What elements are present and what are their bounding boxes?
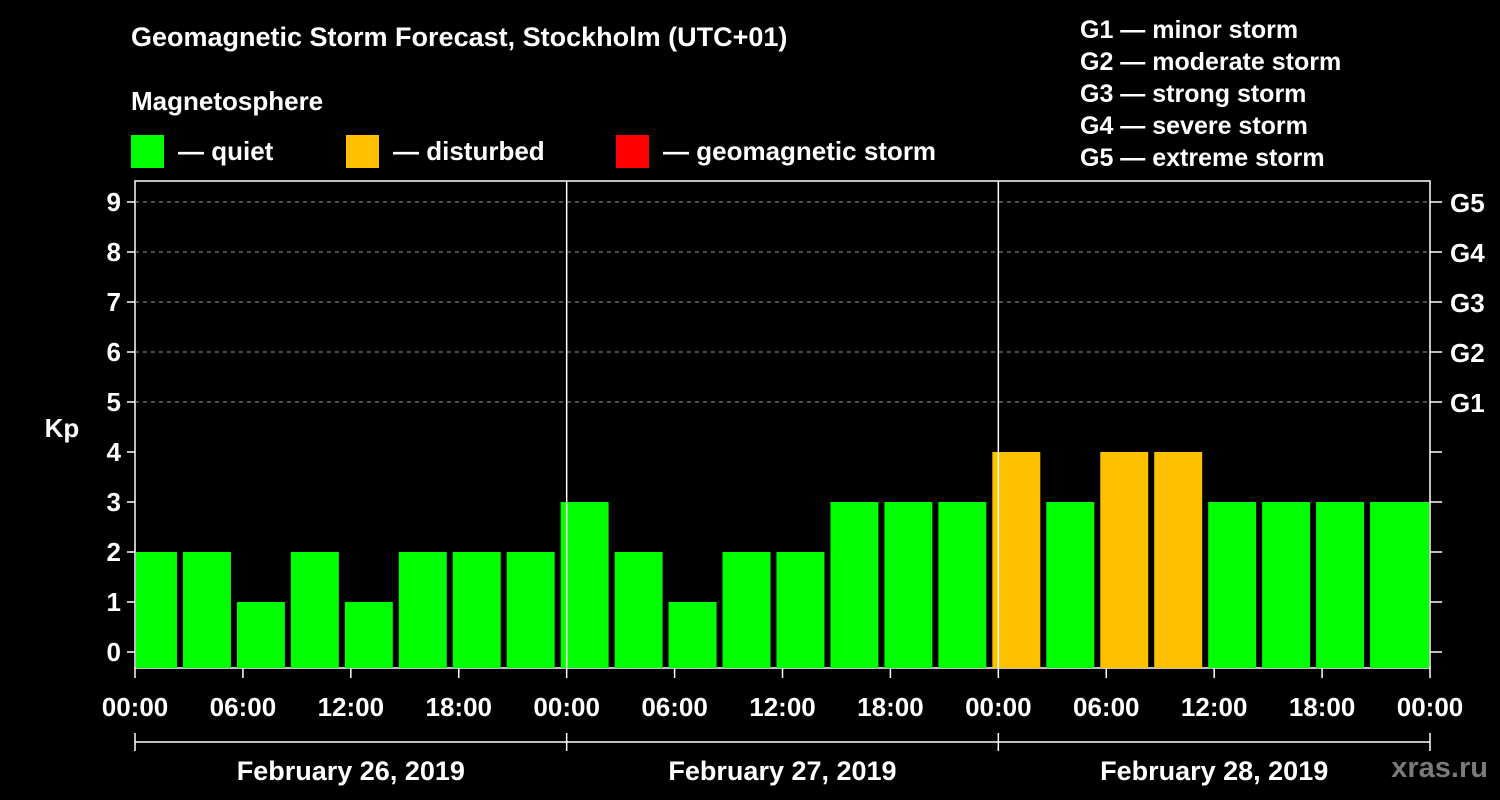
storm-swatch [616,134,649,168]
storm-scale-list: G1 — minor storm G2 — moderate storm G3 … [1080,14,1341,174]
day-label: February 28, 2019 [1100,756,1328,786]
kp-bar [1154,452,1203,668]
kp-bar [992,452,1041,668]
x-tick-label: 00:00 [965,692,1032,722]
x-tick-label: 18:00 [857,692,924,722]
kp-bar [1316,502,1365,668]
legend-quiet: — quiet [131,134,273,168]
y-axis-label: Kp [45,413,80,443]
storm-scale-g5: G5 — extreme storm [1080,144,1325,172]
legend-storm: — geomagnetic storm [616,134,936,168]
kp-bar [614,552,663,668]
x-tick-label: 12:00 [749,692,816,722]
storm-scale-g4: G4 — severe storm [1080,112,1308,140]
x-tick-label: 06:00 [1073,692,1140,722]
magnetosphere-heading: Magnetosphere [131,86,324,116]
day-label: February 26, 2019 [237,756,465,786]
kp-bar [560,502,609,668]
kp-bar [136,552,177,668]
kp-bar [398,552,447,668]
disturbed-swatch [346,134,379,168]
kp-bar [668,602,717,668]
kp-bar [884,502,933,668]
x-tick-label: 00:00 [533,692,600,722]
x-tick-label: 06:00 [641,692,708,722]
kp-bar [506,552,555,668]
x-tick-label: 12:00 [1181,692,1248,722]
legend-quiet-label: — quiet [178,135,274,166]
kp-bar [722,552,771,668]
kp-bar [1046,502,1095,668]
kp-bar [776,552,825,668]
y-tick-label: 7 [107,287,121,317]
kp-bar [290,552,339,668]
kp-bar [344,602,393,668]
y-tick-label: 4 [107,437,122,467]
watermark: xras.ru [1391,752,1488,784]
x-tick-label: 12:00 [318,692,385,722]
y-tick-label: 8 [107,237,121,267]
y-tick-label: 3 [107,487,121,517]
legend-storm-label: — geomagnetic storm [663,135,937,166]
legend-disturbed: — disturbed [346,134,545,168]
y-tick-label: 5 [107,387,121,417]
legend-disturbed-label: — disturbed [393,135,545,166]
x-tick-label: 18:00 [426,692,493,722]
day-label: February 27, 2019 [668,756,896,786]
kp-bar [452,552,501,668]
y-tick-label: 9 [107,187,121,217]
g-scale-label: G4 [1450,238,1485,268]
kp-bar [1406,502,1429,668]
kp-bar [236,602,285,668]
x-tick-label: 18:00 [1289,692,1356,722]
kp-bar [830,502,879,668]
g-scale-label: G3 [1450,288,1485,318]
storm-scale-g3: G3 — strong storm [1080,80,1307,108]
y-tick-label: 0 [107,637,121,667]
storm-scale-g2: G2 — moderate storm [1080,48,1342,76]
g-scale-label: G1 [1450,388,1485,418]
kp-bar [1100,452,1149,668]
y-tick-label: 1 [107,587,121,617]
x-tick-label: 06:00 [210,692,277,722]
y-tick-label: 2 [107,537,121,567]
kp-bar [938,502,987,668]
g-scale-label: G5 [1450,188,1485,218]
y-tick-label: 6 [107,337,121,367]
kp-bar [1262,502,1311,668]
x-tick-label: 00:00 [102,692,169,722]
storm-scale-g1: G1 — minor storm [1080,16,1299,44]
kp-bar [1208,502,1257,668]
chart-title: Geomagnetic Storm Forecast, Stockholm (U… [131,22,788,52]
x-tick-label: 00:00 [1397,692,1464,722]
g-scale-label: G2 [1450,338,1485,368]
quiet-swatch [131,134,164,168]
kp-bar [182,552,231,668]
